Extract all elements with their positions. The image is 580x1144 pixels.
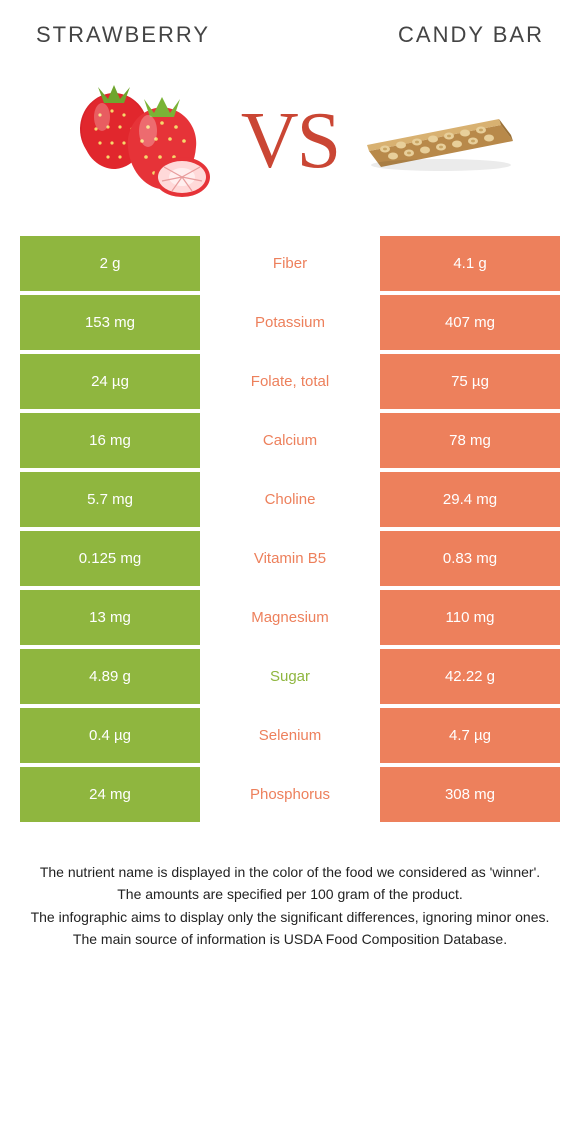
value-right: 4.7 µg (380, 708, 560, 763)
nutrient-label: Vitamin B5 (200, 531, 380, 586)
table-row: 16 mgCalcium78 mg (20, 413, 560, 468)
value-left: 13 mg (20, 590, 200, 645)
nutrient-label: Fiber (200, 236, 380, 291)
value-right: 42.22 g (380, 649, 560, 704)
value-left: 5.7 mg (20, 472, 200, 527)
title-right: CANDY BAR (398, 22, 544, 48)
title-left: STRAWBERRY (36, 22, 210, 48)
value-right: 75 µg (380, 354, 560, 409)
footer-notes: The nutrient name is displayed in the co… (0, 826, 580, 949)
vs-label: VS (241, 96, 339, 187)
table-row: 0.4 µgSelenium4.7 µg (20, 708, 560, 763)
footer-line-4: The main source of information is USDA F… (26, 929, 554, 949)
value-right: 110 mg (380, 590, 560, 645)
value-left: 4.89 g (20, 649, 200, 704)
candy-bar-image (361, 76, 521, 206)
value-right: 4.1 g (380, 236, 560, 291)
nutrient-label: Phosphorus (200, 767, 380, 822)
table-row: 2 gFiber4.1 g (20, 236, 560, 291)
value-right: 78 mg (380, 413, 560, 468)
footer-line-1: The nutrient name is displayed in the co… (26, 862, 554, 882)
value-right: 29.4 mg (380, 472, 560, 527)
value-right: 308 mg (380, 767, 560, 822)
value-left: 0.125 mg (20, 531, 200, 586)
table-row: 13 mgMagnesium110 mg (20, 590, 560, 645)
value-left: 24 µg (20, 354, 200, 409)
table-row: 153 mgPotassium407 mg (20, 295, 560, 350)
value-left: 16 mg (20, 413, 200, 468)
nutrient-label: Magnesium (200, 590, 380, 645)
value-right: 407 mg (380, 295, 560, 350)
nutrient-label: Calcium (200, 413, 380, 468)
nutrient-label: Choline (200, 472, 380, 527)
nutrient-label: Folate, total (200, 354, 380, 409)
nutrient-table: 2 gFiber4.1 g153 mgPotassium407 mg24 µgF… (0, 236, 580, 822)
footer-line-3: The infographic aims to display only the… (26, 907, 554, 927)
hero-row: VS (0, 58, 580, 236)
strawberry-image (59, 76, 219, 206)
table-row: 0.125 mgVitamin B50.83 mg (20, 531, 560, 586)
value-left: 153 mg (20, 295, 200, 350)
nutrient-label: Selenium (200, 708, 380, 763)
nutrient-label: Sugar (200, 649, 380, 704)
header: STRAWBERRY CANDY BAR (0, 0, 580, 58)
value-left: 2 g (20, 236, 200, 291)
value-right: 0.83 mg (380, 531, 560, 586)
value-left: 0.4 µg (20, 708, 200, 763)
table-row: 24 mgPhosphorus308 mg (20, 767, 560, 822)
nutrient-label: Potassium (200, 295, 380, 350)
table-row: 24 µgFolate, total75 µg (20, 354, 560, 409)
value-left: 24 mg (20, 767, 200, 822)
table-row: 5.7 mgCholine29.4 mg (20, 472, 560, 527)
footer-line-2: The amounts are specified per 100 gram o… (26, 884, 554, 904)
table-row: 4.89 gSugar42.22 g (20, 649, 560, 704)
